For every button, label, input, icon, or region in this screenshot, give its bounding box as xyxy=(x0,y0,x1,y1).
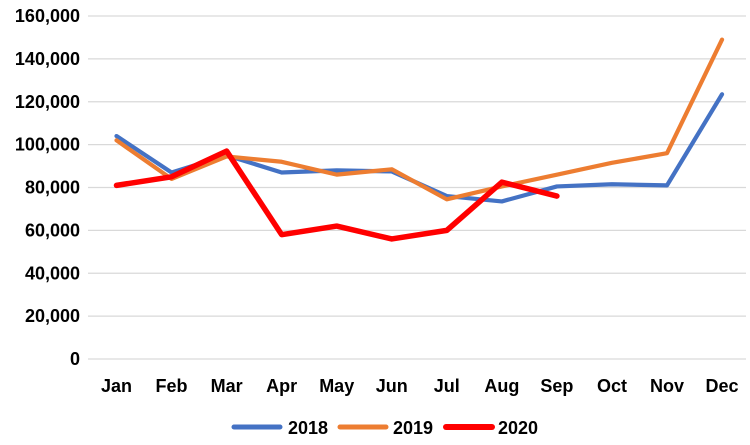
x-axis-month-label: Oct xyxy=(597,376,627,396)
legend-item-2019: 2019 xyxy=(337,418,433,438)
legend-label-2018: 2018 xyxy=(288,418,328,438)
y-axis-tick-label: 20,000 xyxy=(25,306,80,326)
y-axis-tick-label: 40,000 xyxy=(25,263,80,283)
x-axis-month-label: Apr xyxy=(266,376,297,396)
legend: 2018 2019 2020 xyxy=(231,418,538,438)
series-line-2019 xyxy=(114,37,725,202)
x-axis-month-label: Jan xyxy=(101,376,132,396)
y-axis-labels: 0 20,000 40,000 60,000 80,000 100,000 120,000 1… xyxy=(15,6,80,369)
legend-label-2020: 2020 xyxy=(498,418,538,438)
series-line-2020 xyxy=(113,148,560,242)
y-axis-tick-label: 80,000 xyxy=(25,178,80,198)
y-axis-tick-label: 140,000 xyxy=(15,49,80,69)
x-axis-month-label: Jul xyxy=(434,376,460,396)
gridlines xyxy=(88,15,746,360)
legend-label-2019: 2019 xyxy=(393,418,433,438)
legend-item-2020: 2020 xyxy=(443,418,538,438)
y-axis-tick-label: 120,000 xyxy=(15,92,80,112)
x-axis-month-label: Feb xyxy=(156,376,188,396)
x-axis-month-label: May xyxy=(319,376,354,396)
y-axis-tick-label: 60,000 xyxy=(25,220,80,240)
legend-item-2018: 2018 xyxy=(231,418,328,438)
x-axis-month-label: Dec xyxy=(706,376,739,396)
series-lines xyxy=(113,37,725,242)
x-axis-month-label: Jun xyxy=(376,376,408,396)
y-axis-tick-label: 160,000 xyxy=(15,6,80,26)
x-axis-labels: Jan Feb Mar Apr May Jun Jul Aug Sep Oct Nov Dec xyxy=(101,376,739,396)
x-axis-month-label: Mar xyxy=(211,376,243,396)
x-axis-month-label: Nov xyxy=(650,376,684,396)
y-axis-tick-label: 100,000 xyxy=(15,135,80,155)
x-axis-month-label: Sep xyxy=(540,376,573,396)
x-axis-month-label: Aug xyxy=(484,376,519,396)
y-axis-tick-label: 0 xyxy=(70,349,80,369)
